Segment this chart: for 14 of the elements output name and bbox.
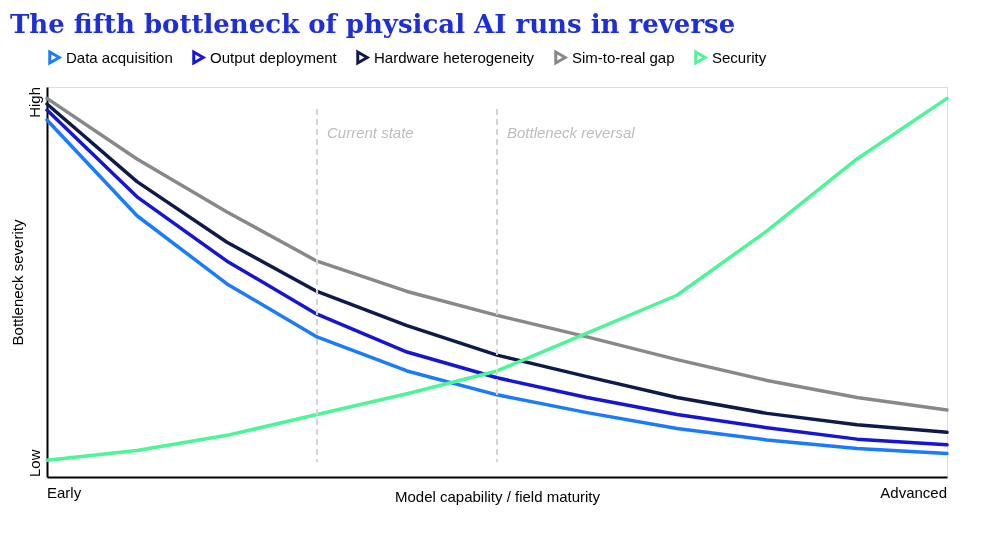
legend-label: Hardware heterogeneity <box>374 48 535 66</box>
legend-label: Security <box>712 48 767 66</box>
text: Low <box>26 449 43 477</box>
annotation: Current state <box>327 124 414 141</box>
legend-label: Data acquisition <box>66 48 173 66</box>
x-axis-title: Model capability / field maturity <box>394 487 601 505</box>
text: Early <box>47 484 82 501</box>
chart-title: The fifth bottleneck of physical AI runs in reverse <box>10 9 736 39</box>
text: Advanced <box>880 484 947 501</box>
legend-label: Output deployment <box>210 48 338 66</box>
legend-label: Sim-to-real gap <box>572 48 675 66</box>
text: High <box>26 87 43 118</box>
y-axis-title: Bottleneck severity <box>8 219 26 346</box>
annotation: Bottleneck reversal <box>507 124 636 141</box>
